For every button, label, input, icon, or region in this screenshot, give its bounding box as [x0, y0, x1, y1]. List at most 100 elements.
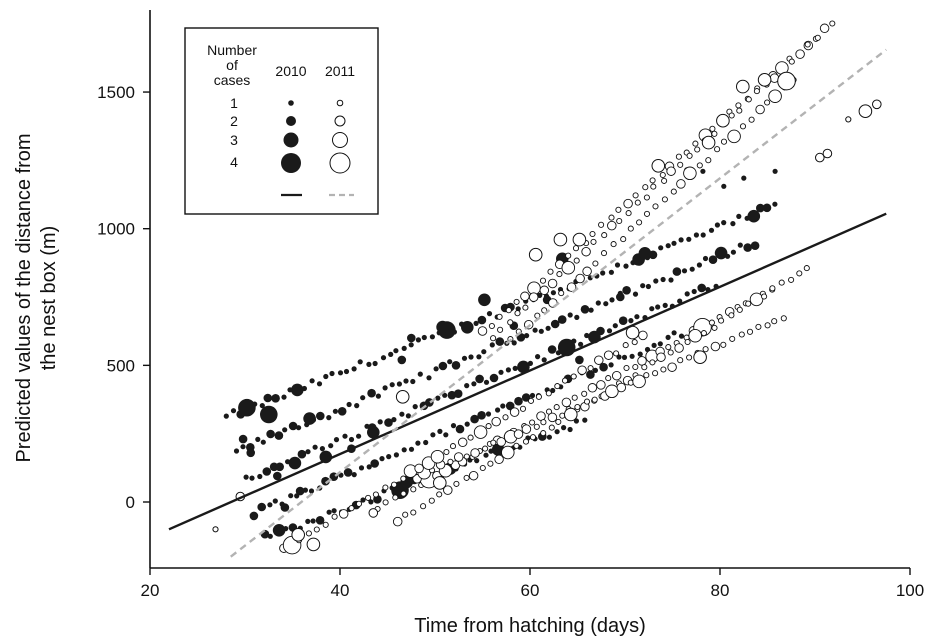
point-2011-band3 [400, 490, 407, 497]
point-2011-band5 [470, 448, 480, 458]
point-2011-band5 [755, 323, 762, 330]
legend-column-2010: 2010 [275, 63, 306, 79]
point-2010-band3 [249, 511, 259, 521]
point-2011-band1 [661, 177, 668, 184]
point-2011-band3 [536, 411, 546, 421]
point-2010-band0 [550, 290, 557, 296]
point-2011-band2 [727, 129, 741, 144]
point-2011-band2 [652, 203, 659, 210]
point-2010-band1 [426, 375, 432, 381]
point-2011-band0 [608, 214, 615, 221]
point-2010-band4 [567, 426, 573, 433]
point-2010-band1 [538, 328, 544, 334]
point-2010-band0 [747, 209, 761, 223]
point-2011 [528, 247, 543, 262]
point-2010-band3 [437, 428, 443, 434]
point-2010-band1 [750, 241, 760, 250]
point-2010-band2 [442, 392, 448, 398]
x-tick-label-20: 20 [141, 581, 160, 600]
point-2010-band1 [389, 382, 395, 388]
point-2011-band0 [819, 23, 830, 34]
point-2011-band5 [453, 452, 464, 462]
point-2010 [616, 292, 625, 302]
point-2010-band0 [614, 262, 621, 268]
point-2010-band0 [309, 378, 315, 384]
point-2010-band1 [645, 283, 652, 290]
point-2010-band1 [354, 403, 360, 409]
point-2010-band0 [678, 237, 684, 243]
point-2010 [280, 503, 290, 512]
point-2011-band2 [592, 260, 599, 267]
point-2010-band0 [408, 342, 414, 348]
point-2011-band3 [596, 380, 606, 390]
point-2011-band1 [607, 220, 617, 231]
point-2011-band4 [711, 324, 718, 331]
legend-marker-2010-n1 [288, 100, 294, 106]
point-2011-band6 [338, 509, 349, 519]
point-2011 [368, 508, 379, 518]
point-2010-band4 [483, 452, 489, 458]
point-2011-band1 [650, 183, 657, 190]
point-2010-band2 [453, 389, 463, 399]
point-2011-band2 [610, 241, 617, 248]
point-2010-band0 [388, 351, 394, 357]
point-2011 [872, 99, 882, 110]
point-2011-band6 [365, 494, 372, 501]
legend-marker-2011-n1 [336, 99, 344, 107]
point-2011-band1 [634, 199, 641, 206]
point-2010-band0 [380, 355, 387, 361]
point-2011-band3 [637, 356, 647, 366]
point-2011-band2 [676, 179, 686, 189]
point-2011-band6 [594, 355, 604, 365]
point-2011-band0 [496, 313, 503, 320]
point-2010-band0 [271, 394, 280, 403]
point-2010-band0 [708, 227, 715, 233]
point-2010-band0 [721, 220, 727, 226]
point-2011-band6 [587, 365, 594, 372]
point-2011-band2 [636, 219, 643, 226]
point-2010-band0 [665, 243, 671, 249]
point-2011-band3 [382, 499, 389, 506]
point-2011-band6 [443, 448, 450, 456]
point-2011-band1 [581, 246, 591, 257]
point-2011-band2 [558, 290, 565, 297]
point-2010-band0 [372, 360, 378, 367]
point-2011-band4 [788, 276, 795, 283]
legend-count-3: 3 [230, 132, 238, 148]
point-2011-band0 [692, 140, 699, 147]
point-2011-band1 [522, 304, 529, 311]
point-2011-band4 [796, 270, 803, 277]
point-2010-band0 [700, 232, 706, 238]
point-2010-band1 [481, 349, 487, 355]
y-tick-label-500: 500 [107, 356, 135, 375]
point-2011-band6 [545, 390, 552, 397]
point-2010-band0 [623, 263, 629, 269]
point-2011-band1 [547, 278, 558, 289]
point-2011-band6 [391, 481, 398, 488]
point-2011-band2 [661, 196, 668, 203]
y-tick-label-0: 0 [126, 493, 135, 512]
point-2011 [845, 116, 852, 123]
point-2011-band5 [738, 331, 745, 338]
point-2011-band0 [589, 230, 596, 238]
point-2010-band1 [360, 395, 366, 401]
point-2010 [397, 355, 407, 365]
point-2010-band1 [714, 246, 728, 260]
point-2011-band4 [443, 485, 453, 495]
point-2011-band1 [736, 107, 743, 114]
point-2011-band5 [720, 341, 727, 348]
point-2011-band2 [768, 89, 782, 103]
point-2011-band2 [670, 188, 677, 195]
point-2011-band4 [529, 434, 537, 441]
point-2010-band1 [660, 276, 666, 283]
point-2011-band4 [718, 317, 725, 324]
point-2010-band1 [410, 378, 416, 385]
point-2011-band1 [686, 152, 693, 159]
point-2011-band5 [643, 372, 650, 379]
point-2010-band1 [557, 315, 567, 324]
point-2010-band1 [495, 337, 505, 346]
point-2011-band4 [410, 509, 417, 516]
point-2010 [700, 168, 706, 174]
point-2011 [306, 537, 321, 552]
point-2010-band2 [243, 474, 249, 480]
